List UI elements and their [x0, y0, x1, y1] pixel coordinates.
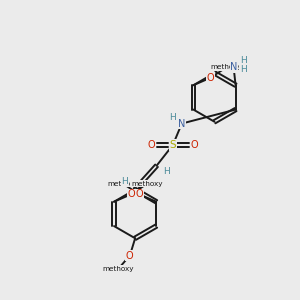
- Text: O: O: [190, 140, 198, 150]
- Text: H: H: [240, 56, 246, 65]
- Text: methoxy: methoxy: [131, 181, 163, 187]
- Text: O: O: [128, 189, 135, 199]
- Text: S: S: [169, 140, 176, 150]
- Text: O: O: [207, 73, 214, 83]
- Text: O: O: [126, 250, 134, 260]
- Text: H: H: [169, 112, 176, 122]
- Text: H: H: [240, 65, 246, 74]
- Text: methoxy: methoxy: [210, 64, 242, 70]
- Text: O: O: [148, 140, 155, 150]
- Text: N: N: [178, 118, 185, 128]
- Text: methoxy: methoxy: [103, 266, 134, 272]
- Text: H: H: [163, 167, 170, 176]
- Text: methoxy: methoxy: [108, 181, 139, 187]
- Text: H: H: [122, 177, 128, 186]
- Text: N: N: [230, 62, 238, 72]
- Text: O: O: [135, 189, 143, 199]
